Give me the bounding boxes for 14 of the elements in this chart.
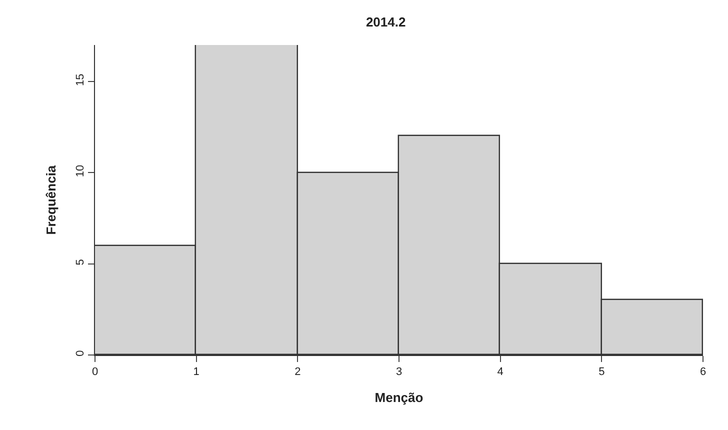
x-axis-title: Menção <box>374 390 424 405</box>
x-tick-label: 3 <box>396 366 402 378</box>
y-axis-title: Frequência <box>44 164 59 235</box>
y-tick-label: 0 <box>74 350 87 356</box>
y-tick-label: 5 <box>74 259 87 266</box>
x-tick-label: 0 <box>92 366 98 378</box>
x-tick-label: 2 <box>294 366 301 378</box>
x-tick-label: 6 <box>700 366 706 378</box>
x-tick-label: 4 <box>497 366 504 378</box>
chart-title: 2014.2 <box>366 14 406 30</box>
x-tick-label: 5 <box>598 366 605 378</box>
y-tick-label: 15 <box>74 74 87 86</box>
x-tick-label: 1 <box>193 366 200 378</box>
y-tick-label: 10 <box>74 164 87 178</box>
